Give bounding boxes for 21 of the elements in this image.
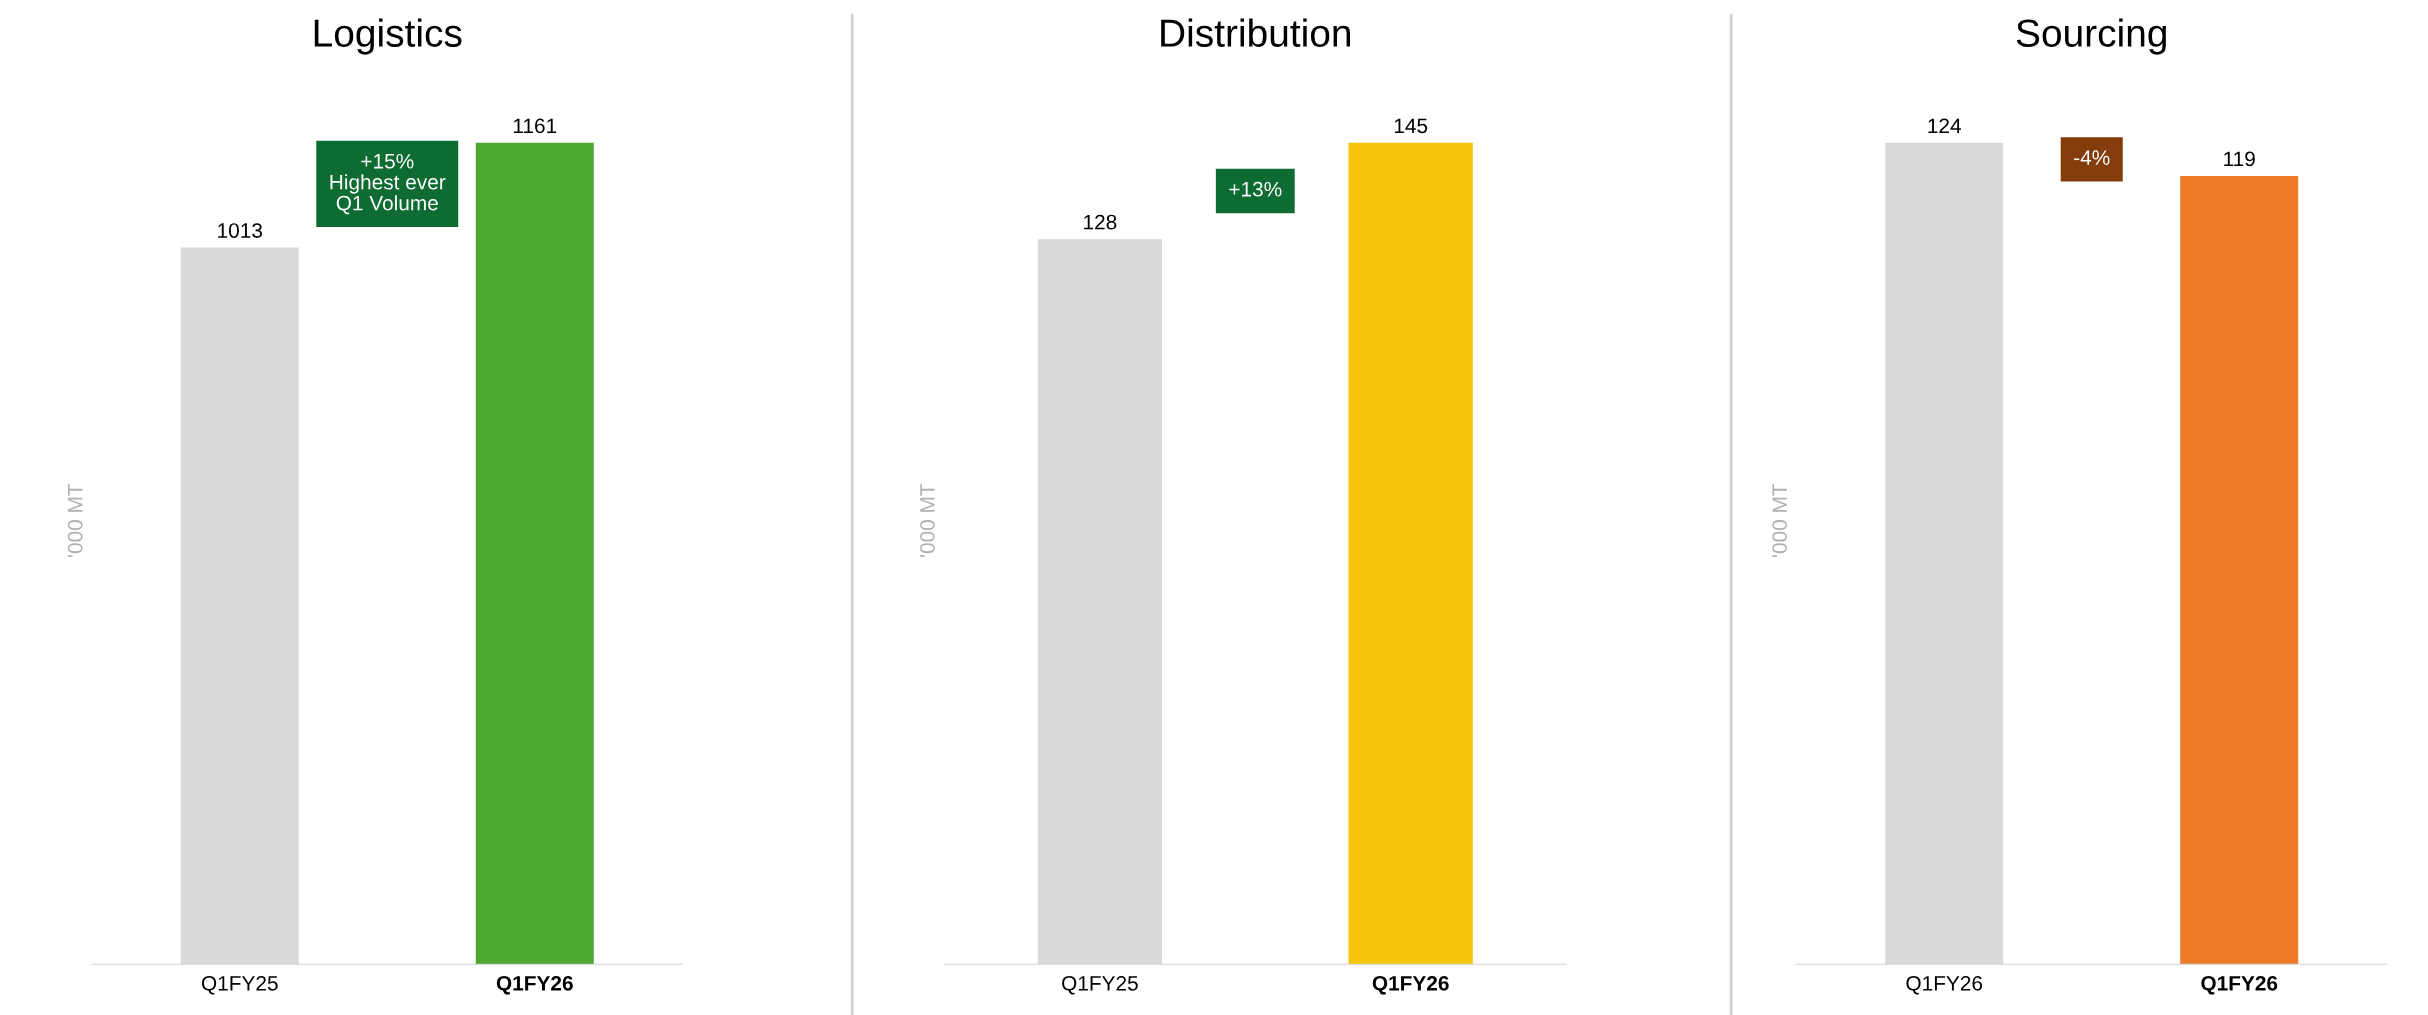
annotation: -4% <box>2074 150 2110 165</box>
data-label: 1013 <box>218 223 263 238</box>
data-label: 145 <box>1394 118 1428 134</box>
data-label: 119 <box>2224 151 2255 167</box>
y-axis-title: '000 MT <box>67 483 83 557</box>
annotation: +13% <box>1229 181 1282 197</box>
x-tick-label: Q1FY25 <box>201 975 278 995</box>
x-tick-label: Q1FY25 <box>1062 975 1138 995</box>
x-tick-label: Q1FY26 <box>496 975 573 995</box>
data-label: 128 <box>1084 214 1117 230</box>
data-label: 124 <box>1928 118 1961 133</box>
x-tick-label: Q1FY26 <box>1372 975 1449 995</box>
y-axis-title: '000 MT <box>1772 483 1788 557</box>
chart-title: Distribution <box>1161 18 1351 47</box>
x-tick-label: Q1FY26 <box>2201 975 2278 995</box>
x-tick-label: Q1FY26 <box>1906 975 1983 995</box>
chart-title: Sourcing <box>2016 18 2166 55</box>
annotation: +15% Highest ever Q1 Volume <box>330 153 446 215</box>
y-axis-title: '000 MT <box>920 483 935 557</box>
data-label: 1161 <box>513 118 557 134</box>
chart-title: Logistics <box>314 18 462 55</box>
